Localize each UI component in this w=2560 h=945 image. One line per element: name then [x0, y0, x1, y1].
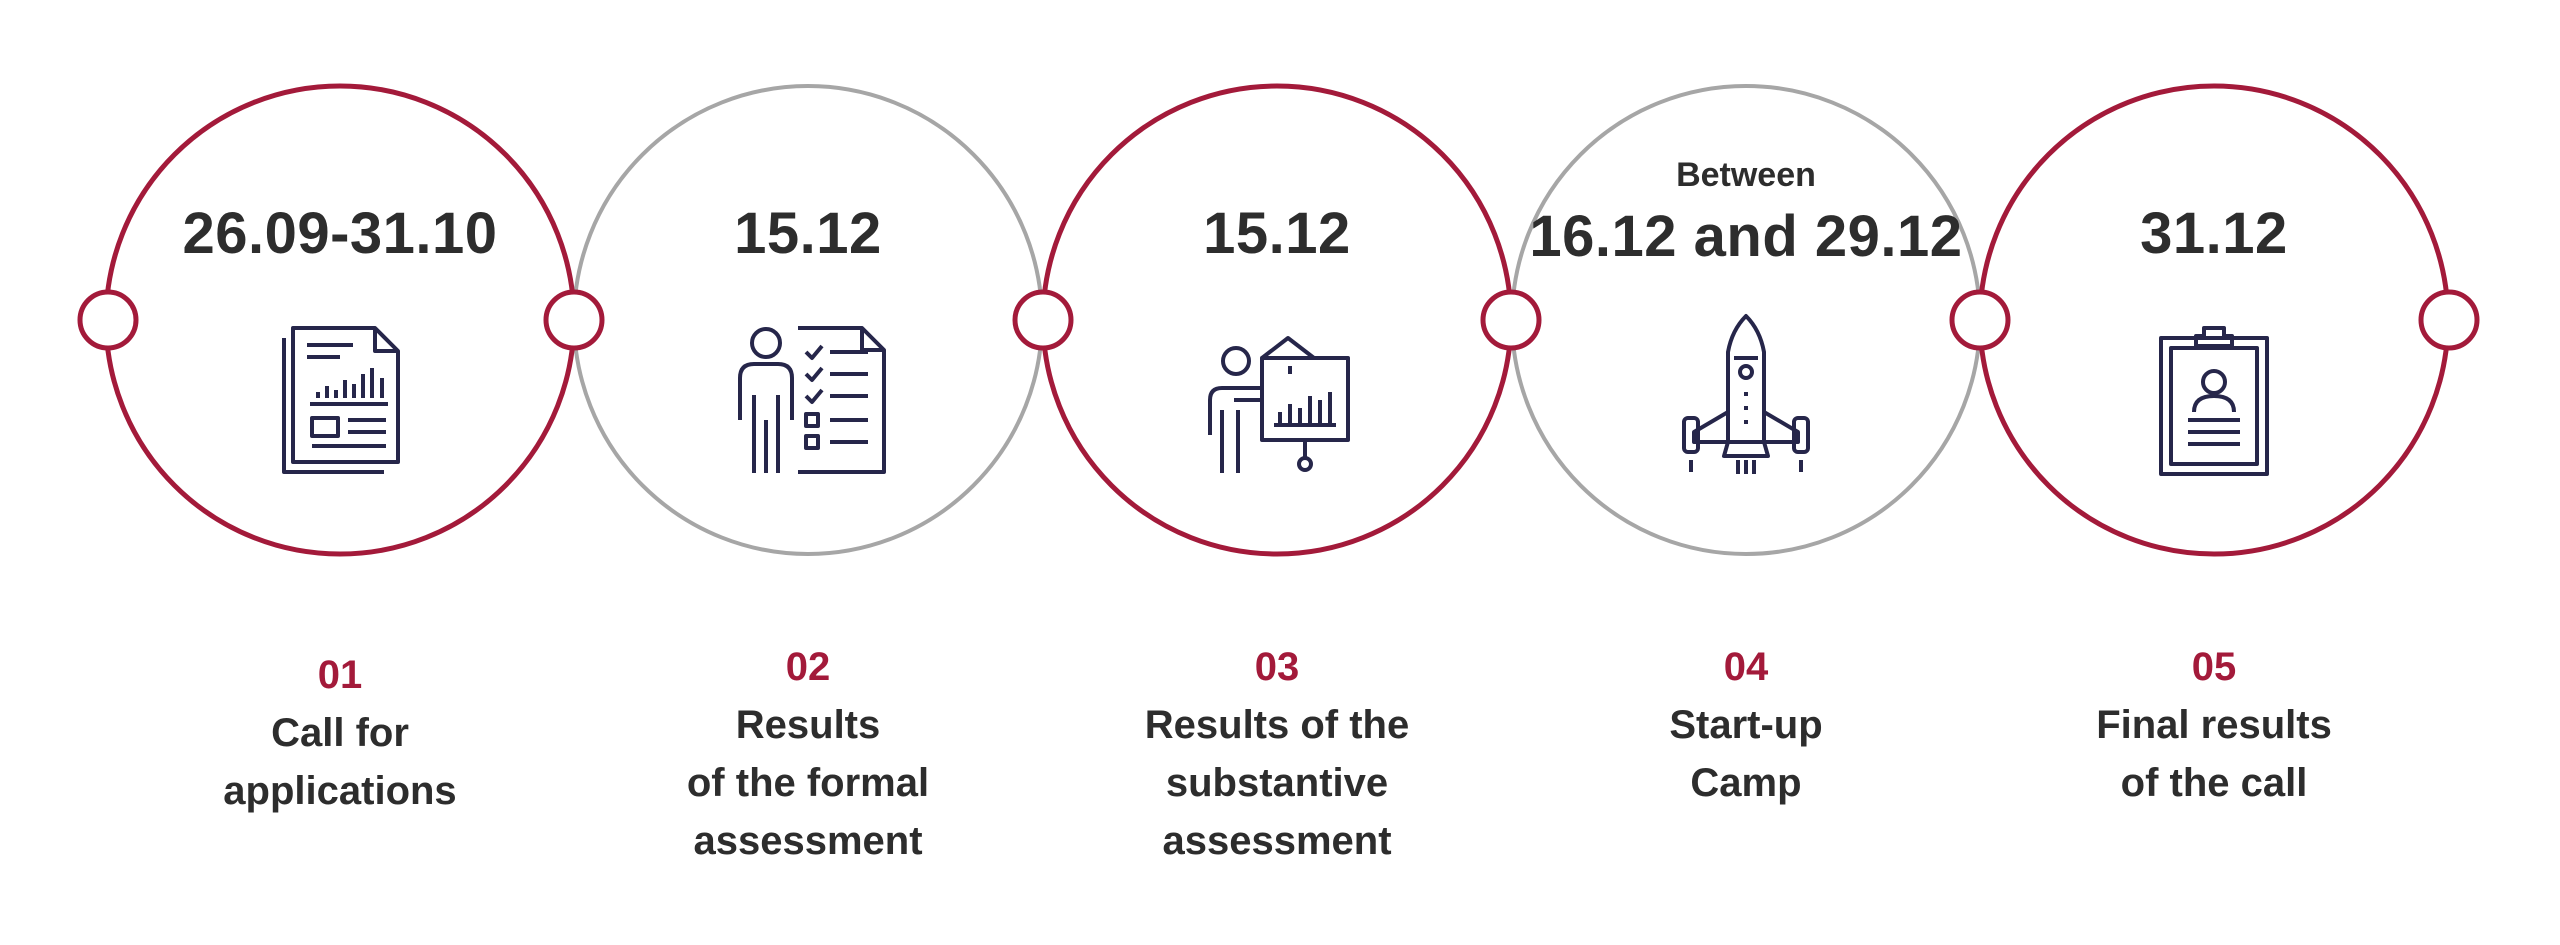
- clipboard-profile-icon: [2159, 326, 2269, 476]
- stage-2-ring: [572, 84, 1044, 556]
- stage-date: 31.12: [2140, 201, 2288, 266]
- person-checklist-icon: [738, 326, 886, 474]
- connector-dot: [1949, 289, 2011, 351]
- stage-date: 15.12: [734, 201, 882, 266]
- stage-date: 15.12: [1203, 201, 1351, 266]
- stage-4-caption: 04 Start-up Camp: [1556, 638, 1936, 812]
- stage-1-date-block: 26.09-31.10: [140, 200, 540, 267]
- stage-number: 04: [1723, 645, 1769, 689]
- stage-2-caption: 02 Results of the formal assessment: [618, 638, 998, 870]
- stage-date: 16.12 and 29.12: [1529, 204, 1963, 269]
- stage-number: 05: [2191, 645, 2237, 689]
- stage-label: Call for applications: [223, 711, 457, 813]
- stage-5-date-block: 31.12: [2014, 200, 2414, 267]
- connector-dot: [543, 289, 605, 351]
- stage-label: Results of the formal assessment: [686, 703, 930, 863]
- connector-dot: [77, 289, 139, 351]
- connector-dot: [1012, 289, 1074, 351]
- document-chart-icon: [282, 326, 400, 474]
- stage-2-date-block: 15.12: [608, 200, 1008, 267]
- stage-4-date-block: Between 16.12 and 29.12: [1496, 156, 1996, 270]
- stage-date-prefix: Between: [1676, 156, 1816, 194]
- stage-label: Results of the substantive assessment: [1144, 703, 1410, 863]
- stage-label: Start-up Camp: [1669, 703, 1823, 805]
- stage-3-date-block: 15.12: [1077, 200, 1477, 267]
- stage-5-ring: [1977, 83, 2451, 557]
- stage-label: Final results of the call: [2096, 703, 2332, 805]
- stage-number: 03: [1254, 645, 1300, 689]
- stage-date: 26.09-31.10: [182, 201, 498, 266]
- stage-5-caption: 05 Final results of the call: [2024, 638, 2404, 812]
- stage-3-ring: [1040, 83, 1514, 557]
- stage-1-ring: [103, 83, 577, 557]
- stage-number: 02: [785, 645, 831, 689]
- connector-dot: [1480, 289, 1542, 351]
- stage-1-caption: 01 Call for applications: [150, 646, 530, 820]
- presentation-board-icon: [1208, 336, 1350, 473]
- rocket-icon: [1682, 314, 1810, 474]
- connector-dot: [2418, 289, 2480, 351]
- stage-3-caption: 03 Results of the substantive assessment: [1087, 638, 1467, 870]
- stage-number: 01: [317, 653, 363, 697]
